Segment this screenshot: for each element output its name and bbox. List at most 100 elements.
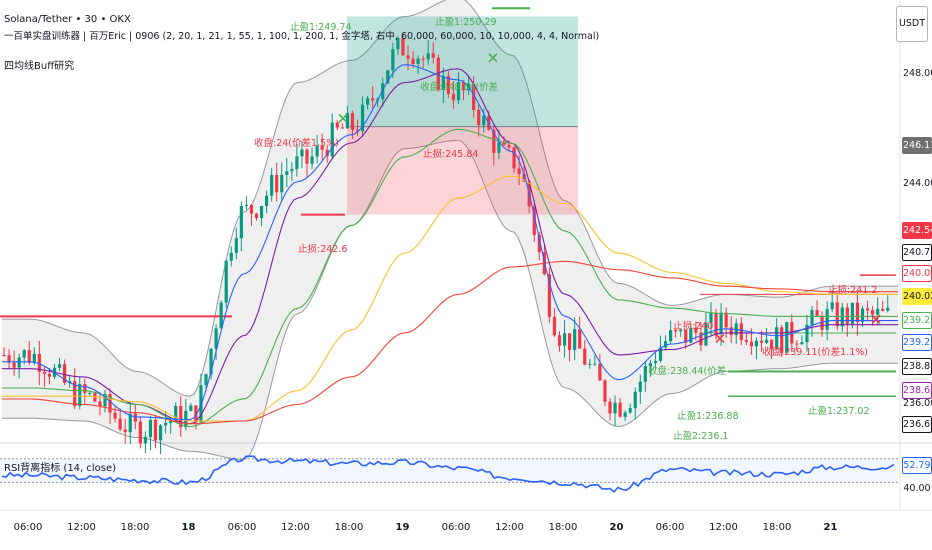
candle-body <box>638 381 642 392</box>
candle-body <box>421 58 425 60</box>
candle-body <box>663 341 668 348</box>
price-label: 240.02 <box>902 288 932 305</box>
candle-body <box>229 252 233 261</box>
time-label: 18:00 <box>120 522 150 533</box>
candle-body <box>224 260 228 303</box>
time-label: 12:00 <box>281 522 310 533</box>
trade-annotation: 收盘:24(价差1.5%) <box>254 138 339 149</box>
candle-body <box>78 384 82 406</box>
study-title[interactable]: 四均线Buff研究 <box>4 61 75 72</box>
candle-body <box>568 333 572 350</box>
price-label: 242.54 <box>902 222 932 239</box>
candle-body <box>179 406 183 428</box>
candle-body <box>164 422 168 426</box>
candle-body <box>254 213 259 219</box>
candle-body <box>350 113 355 130</box>
indicator-title[interactable]: 一百单实盘训练器 | 百万Eric | 0906 (2, 20, 1, 21, … <box>4 31 600 42</box>
candle-body <box>204 374 208 386</box>
candle-body <box>881 308 885 311</box>
candle-body <box>169 420 173 423</box>
candle-body <box>588 363 592 365</box>
symbol-title[interactable]: Solana/Tether • 30 • OKX <box>4 14 131 25</box>
trade-annotation: 止损:245.84 <box>423 149 479 160</box>
candle-body <box>290 169 294 172</box>
candle-body <box>502 142 506 145</box>
candle-body <box>22 350 26 358</box>
candle-body <box>653 360 658 364</box>
candle-body <box>547 274 551 317</box>
bollinger-upper <box>2 0 898 397</box>
candle-body <box>532 206 536 235</box>
rsi-pane <box>0 455 898 493</box>
candle-body <box>446 75 450 94</box>
candle-body <box>249 205 254 214</box>
candle-body <box>259 206 264 219</box>
candle-body <box>845 307 849 325</box>
candle-body <box>270 175 274 196</box>
candle-body <box>507 144 511 148</box>
candle-body <box>704 322 708 346</box>
candle-body <box>593 363 597 365</box>
time-label: 06:00 <box>227 522 257 533</box>
time-label: 06:00 <box>13 522 43 533</box>
candle-body <box>138 421 142 444</box>
time-label: 19 <box>395 522 410 533</box>
candle-body <box>669 330 673 342</box>
currency-button[interactable]: USDT <box>896 6 928 42</box>
candle-body <box>790 322 794 344</box>
candle-body <box>461 82 466 91</box>
candle-body <box>360 104 365 132</box>
candle-body <box>573 329 577 350</box>
price-tick: 236.00 <box>903 398 932 410</box>
price-tick: 244.00 <box>903 178 932 190</box>
candle-body <box>153 419 158 441</box>
trade-annotation: 收盘:239.11(价差1.1%) <box>762 347 868 358</box>
candle-body <box>674 330 678 332</box>
candle-body <box>265 195 269 207</box>
candle-body <box>315 145 319 157</box>
candle-body <box>694 327 698 333</box>
stop-loss-zone <box>347 126 578 215</box>
candle-body <box>456 82 461 101</box>
candle-body <box>295 156 299 170</box>
trade-annotation: 止损:241.2 <box>828 285 878 296</box>
candle-body <box>42 371 46 374</box>
candle-body <box>17 357 21 368</box>
candle-body <box>643 366 647 382</box>
position-zones-layer <box>347 16 578 215</box>
candle-body <box>406 55 410 59</box>
trade-annotation: 止盈2:236.1 <box>673 431 729 442</box>
candle-body <box>830 302 834 310</box>
candle-body <box>477 109 481 126</box>
candle-body <box>633 391 637 409</box>
candle-body <box>578 329 582 349</box>
trade-marker-x <box>715 333 725 344</box>
candle-body <box>396 38 400 50</box>
price-label: 240.70 <box>902 244 932 261</box>
candle-body <box>174 406 178 421</box>
trade-annotation: 止盈1:236.88 <box>677 411 739 422</box>
time-label: 12:00 <box>67 522 96 533</box>
candle-body <box>88 392 92 394</box>
trade-markers-layer <box>338 53 881 344</box>
candle-body <box>618 402 622 417</box>
candle-body <box>32 353 36 363</box>
candle-body <box>98 401 102 407</box>
ma-line-ma200 <box>2 260 898 425</box>
candle-body <box>73 381 77 406</box>
candle-body <box>436 57 440 90</box>
candle-body <box>714 313 718 335</box>
rsi-title[interactable]: RSI背离指标 (14, close) <box>4 463 117 474</box>
trade-annotation: 止盈1:237.02 <box>808 406 870 417</box>
candle-body <box>83 384 87 394</box>
trade-annotation: 收盘:248.64(价差 <box>420 82 499 93</box>
moving-averages-layer <box>2 64 898 428</box>
candle-body <box>27 350 31 363</box>
rsi-label: 40.00 <box>902 480 932 497</box>
candle-body <box>628 408 632 413</box>
candle-body <box>557 335 562 346</box>
price-label: 238.68 <box>902 382 932 399</box>
candle-body <box>497 142 501 153</box>
candle-body <box>12 362 16 368</box>
